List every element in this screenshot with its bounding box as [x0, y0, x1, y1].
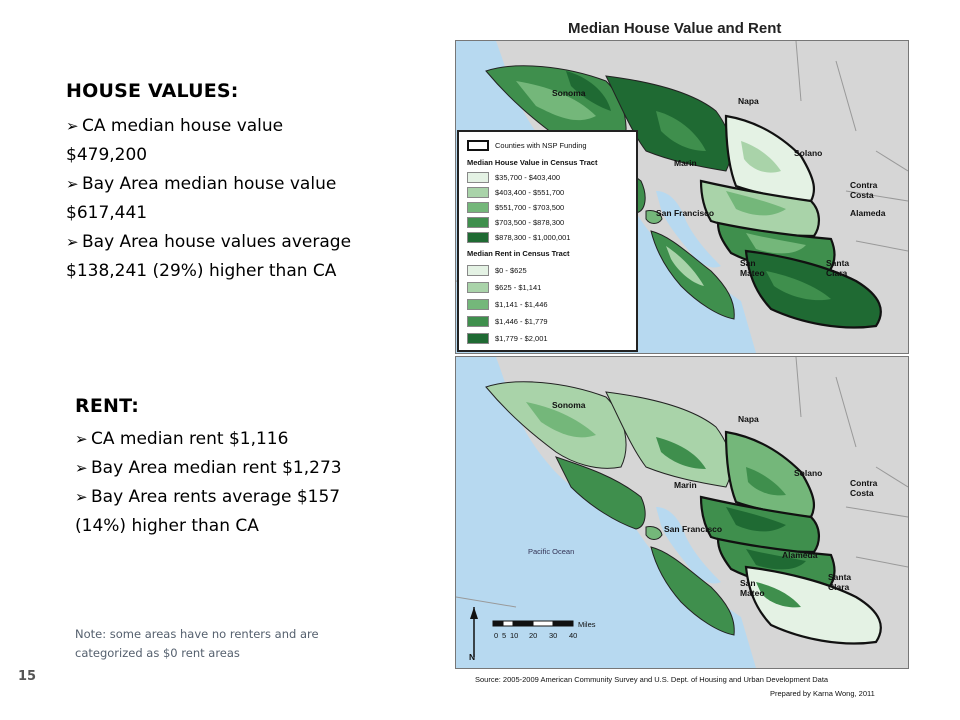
legend-label: $551,700 - $703,500 [495, 203, 565, 212]
rent-heading: RENT: [75, 395, 140, 417]
bullet-item: ➢ Bay Area rents average $157 [75, 483, 415, 512]
scale-tick: 20 [529, 631, 538, 640]
legend-label: Counties with NSP Funding [495, 141, 587, 150]
county-label: Costa [850, 488, 874, 498]
legend-label: $403,400 - $551,700 [495, 188, 565, 197]
county-label: Marin [674, 158, 697, 168]
scale-tick: 10 [510, 631, 519, 640]
bullet-item: ➢ CA median rent $1,116 [75, 425, 415, 454]
legend-label: $703,500 - $878,300 [495, 218, 565, 227]
page-number: 15 [18, 669, 37, 684]
county-label: Costa [850, 190, 874, 200]
arrow-bullet-icon: ➢ [66, 233, 79, 251]
arrow-bullet-icon: ➢ [75, 430, 88, 448]
legend-label: $0 - $625 [495, 266, 527, 275]
arrow-bullet-icon: ➢ [66, 117, 79, 135]
county-label: Sonoma [552, 400, 586, 410]
scale-unit: Miles [578, 620, 596, 629]
legend-swatch [467, 172, 489, 183]
map-title: Median House Value and Rent [568, 20, 782, 37]
map-credit: Prepared by Karna Wong, 2011 [770, 689, 875, 698]
north-arrow-label: N [469, 652, 476, 662]
arrow-bullet-icon: ➢ [75, 459, 88, 477]
rent-section: RENT: ➢ CA median rent $1,116 ➢ Bay Area m… [75, 395, 415, 541]
bullet-item: ➢ CA median house value [66, 112, 426, 141]
legend-label: $1,446 - $1,779 [495, 317, 548, 326]
county-label: Mateo [740, 588, 765, 598]
legend-swatch [467, 299, 489, 310]
legend-swatch [467, 232, 489, 243]
map-source: Source: 2005-2009 American Community Sur… [475, 675, 829, 684]
county-label: San Francisco [664, 524, 723, 534]
map-legend: Counties with NSP Funding Median House V… [457, 130, 638, 352]
county-label: Solano [794, 468, 823, 478]
arrow-bullet-icon: ➢ [66, 175, 79, 193]
county-label: Santa [828, 572, 852, 582]
bullet-continuation: $479,200 [66, 145, 148, 165]
county-label: Contra [850, 180, 878, 190]
county-label: Sonoma [552, 88, 586, 98]
legend-swatch [467, 217, 489, 228]
house-values-section: HOUSE VALUES: ➢ CA median house value $47… [66, 80, 426, 286]
nsp-swatch [467, 140, 489, 151]
legend-header: Median House Value in Census Tract [467, 158, 598, 167]
ocean-label: Pacific Ocean [528, 547, 575, 556]
county-label: Solano [794, 148, 823, 158]
scale-tick: 40 [569, 631, 578, 640]
county-label: Contra [850, 478, 878, 488]
note-text: Note: some areas have no renters and are… [75, 627, 319, 660]
rent-map-graphic [456, 357, 908, 668]
legend-swatch [467, 333, 489, 344]
county-label: San [740, 258, 756, 268]
county-label: Alameda [782, 550, 818, 560]
bullet-item: ➢ Bay Area median rent $1,273 [75, 454, 415, 483]
county-label: San Francisco [656, 208, 715, 218]
legend-swatch [467, 316, 489, 327]
county-label: Napa [738, 414, 759, 424]
county-label: Mateo [740, 268, 765, 278]
legend-label: $878,300 - $1,000,001 [495, 233, 571, 242]
county-label: Clara [826, 268, 848, 278]
county-label: San [740, 578, 756, 588]
scale-tick: 5 [502, 631, 507, 640]
county-label: Clara [828, 582, 850, 592]
county-label: Alameda [850, 208, 886, 218]
scale-tick: 0 [494, 631, 499, 640]
county-label: Marin [674, 480, 697, 490]
legend-swatch [467, 202, 489, 213]
house-values-heading: HOUSE VALUES: [66, 80, 239, 102]
county-label: Santa [826, 258, 850, 268]
legend-label: $625 - $1,141 [495, 283, 542, 292]
bullet-continuation: $617,441 [66, 203, 148, 223]
legend-swatch [467, 265, 489, 276]
arrow-bullet-icon: ➢ [75, 488, 88, 506]
scale-tick: 30 [549, 631, 558, 640]
legend-swatch [467, 282, 489, 293]
bullet-continuation: $138,241 (29%) higher than CA [66, 261, 337, 281]
legend-swatch [467, 187, 489, 198]
bullet-continuation: (14%) higher than CA [75, 516, 259, 536]
rent-map: Sonoma Napa Solano Marin Contra Costa Sa… [455, 356, 909, 669]
legend-label: $1,141 - $1,446 [495, 300, 548, 309]
legend-label: $35,700 - $403,400 [495, 173, 561, 182]
legend-header: Median Rent in Census Tract [467, 249, 570, 258]
county-label: Napa [738, 96, 759, 106]
bullet-item: ➢ Bay Area median house value [66, 170, 426, 199]
bullet-item: ➢ Bay Area house values average [66, 228, 426, 257]
legend-label: $1,779 - $2,001 [495, 334, 548, 343]
